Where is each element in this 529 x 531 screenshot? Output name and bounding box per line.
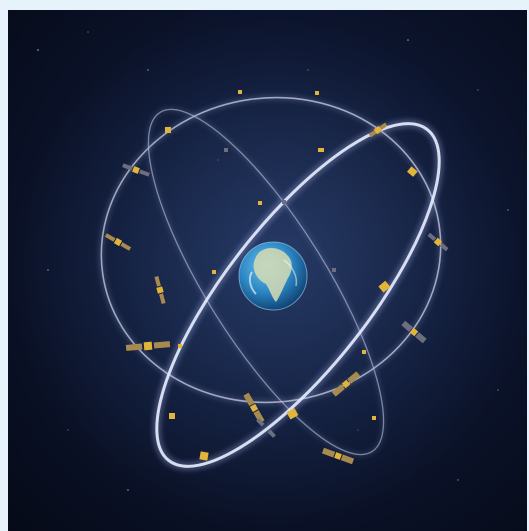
satellite [256, 418, 276, 438]
satellite [282, 200, 286, 204]
satellite [125, 341, 171, 351]
satellite [122, 163, 150, 177]
satellite [104, 233, 132, 251]
satellite [165, 127, 171, 133]
constellation-illustration [8, 10, 527, 531]
satellite [318, 148, 324, 152]
satellite [378, 280, 391, 293]
satellite [407, 166, 418, 177]
satellite [178, 344, 182, 348]
satellite [427, 232, 449, 252]
satellite [286, 408, 299, 420]
satellite [368, 122, 388, 138]
satellite [243, 392, 265, 424]
satellite [169, 413, 175, 419]
satellite [224, 148, 228, 152]
satellites [104, 90, 449, 465]
satellite [331, 371, 361, 397]
satellite [321, 447, 355, 465]
space-scene [8, 10, 527, 531]
orbit-plane-b [145, 106, 387, 458]
satellite [362, 350, 366, 354]
satellite [315, 91, 319, 95]
orbit-plane-c [152, 119, 444, 471]
satellite [154, 275, 166, 305]
satellite [332, 268, 336, 272]
orbit-plane-a [98, 94, 444, 406]
earth [238, 241, 308, 311]
satellite [258, 201, 262, 205]
satellite [199, 451, 209, 461]
satellite [401, 320, 427, 344]
satellite [212, 270, 216, 274]
stars [37, 31, 509, 491]
satellite [372, 416, 376, 420]
satellite [238, 90, 242, 94]
